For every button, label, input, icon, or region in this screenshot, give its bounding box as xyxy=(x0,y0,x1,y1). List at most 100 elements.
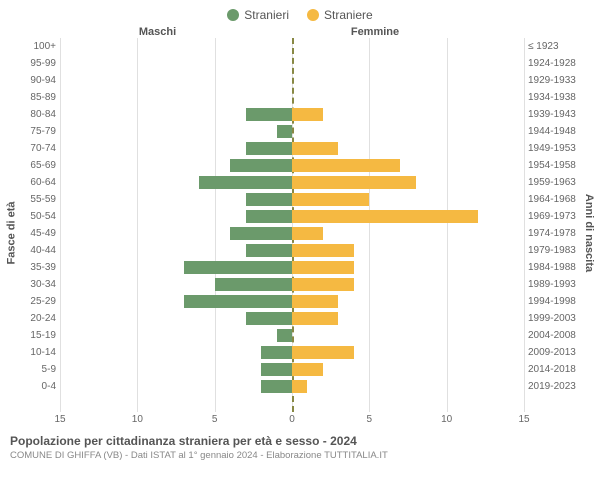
birth-year-tick: 1939-1943 xyxy=(524,109,582,120)
bar-male xyxy=(230,159,292,172)
bar-male xyxy=(277,329,292,342)
age-tick: 75-79 xyxy=(18,126,60,137)
x-tick: 15 xyxy=(54,414,65,425)
pyramid-row: 75-79 1944-1948 xyxy=(18,123,582,140)
pyramid-row: 10-14 2009-2013 xyxy=(18,344,582,361)
birth-year-tick: 2019-2023 xyxy=(524,381,582,392)
bar-female xyxy=(292,159,400,172)
pyramid-row: 35-39 1984-1988 xyxy=(18,259,582,276)
bar-female xyxy=(292,363,323,376)
x-tick: 10 xyxy=(441,414,452,425)
bar-female xyxy=(292,346,354,359)
bar-female xyxy=(292,176,416,189)
bar-pair xyxy=(60,329,524,342)
birth-year-tick: 1949-1953 xyxy=(524,143,582,154)
bar-female xyxy=(292,312,338,325)
birth-year-tick: 1969-1973 xyxy=(524,211,582,222)
header-male: Maschi xyxy=(0,26,260,38)
age-tick: 15-19 xyxy=(18,330,60,341)
bar-pair xyxy=(60,278,524,291)
legend: Stranieri Straniere xyxy=(0,0,600,26)
bar-pair xyxy=(60,261,524,274)
age-tick: 100+ xyxy=(18,41,60,52)
bar-male xyxy=(246,193,292,206)
bar-female xyxy=(292,244,354,257)
pyramid-row: 100+ ≤ 1923 xyxy=(18,38,582,55)
bar-pair xyxy=(60,142,524,155)
bar-pair xyxy=(60,176,524,189)
bar-male xyxy=(215,278,292,291)
legend-item-female: Straniere xyxy=(307,8,373,22)
pyramid-row: 45-49 1974-1978 xyxy=(18,225,582,242)
birth-year-tick: 1924-1928 xyxy=(524,58,582,69)
pyramid-row: 50-541969-1973 xyxy=(18,208,582,225)
pyramid-row: 60-64 1959-1963 xyxy=(18,174,582,191)
birth-year-tick: ≤ 1923 xyxy=(524,41,582,52)
bar-female xyxy=(292,261,354,274)
bar-male xyxy=(184,295,292,308)
x-tick: 5 xyxy=(367,414,373,425)
birth-year-tick: 1954-1958 xyxy=(524,160,582,171)
age-tick: 25-29 xyxy=(18,296,60,307)
birth-year-tick: 1994-1998 xyxy=(524,296,582,307)
pyramid-row: 20-241999-2003 xyxy=(18,310,582,327)
bar-pair xyxy=(60,57,524,70)
caption-title: Popolazione per cittadinanza straniera p… xyxy=(10,434,590,448)
pyramid-row: 70-741949-1953 xyxy=(18,140,582,157)
legend-item-male: Stranieri xyxy=(227,8,289,22)
bar-male xyxy=(230,227,292,240)
pyramid-row: 0-42019-2023 xyxy=(18,378,582,395)
bar-male xyxy=(261,346,292,359)
bar-male xyxy=(184,261,292,274)
bar-male xyxy=(261,380,292,393)
pyramid-row: 30-341989-1993 xyxy=(18,276,582,293)
bar-male xyxy=(277,125,292,138)
legend-swatch-male xyxy=(227,9,239,21)
bar-male xyxy=(246,108,292,121)
population-pyramid-chart: Stranieri Straniere Maschi Femmine Fasce… xyxy=(0,0,600,500)
bar-pair xyxy=(60,227,524,240)
age-tick: 35-39 xyxy=(18,262,60,273)
age-tick: 60-64 xyxy=(18,177,60,188)
age-tick: 10-14 xyxy=(18,347,60,358)
legend-label-female: Straniere xyxy=(324,8,373,22)
birth-year-tick: 1989-1993 xyxy=(524,279,582,290)
bar-pair xyxy=(60,363,524,376)
pyramid-row: 40-44 1979-1983 xyxy=(18,242,582,259)
bar-female xyxy=(292,278,354,291)
birth-year-tick: 1929-1933 xyxy=(524,75,582,86)
bar-pair xyxy=(60,380,524,393)
bar-pair xyxy=(60,210,524,223)
birth-year-tick: 1979-1983 xyxy=(524,245,582,256)
birth-year-tick: 1974-1978 xyxy=(524,228,582,239)
age-tick: 90-94 xyxy=(18,75,60,86)
age-tick: 85-89 xyxy=(18,92,60,103)
age-tick: 80-84 xyxy=(18,109,60,120)
pyramid-row: 80-84 1939-1943 xyxy=(18,106,582,123)
pyramid-row: 5-9 2014-2018 xyxy=(18,361,582,378)
birth-year-tick: 2009-2013 xyxy=(524,347,582,358)
age-tick: 40-44 xyxy=(18,245,60,256)
pyramid-row: 55-591964-1968 xyxy=(18,191,582,208)
bar-pair xyxy=(60,108,524,121)
bar-pair xyxy=(60,125,524,138)
bar-pair xyxy=(60,346,524,359)
bar-pair xyxy=(60,193,524,206)
bar-male xyxy=(246,142,292,155)
birth-year-tick: 1959-1963 xyxy=(524,177,582,188)
x-tick: 15 xyxy=(518,414,529,425)
age-tick: 45-49 xyxy=(18,228,60,239)
bar-male xyxy=(261,363,292,376)
birth-year-tick: 2014-2018 xyxy=(524,364,582,375)
pyramid-row: 95-991924-1928 xyxy=(18,55,582,72)
bar-male xyxy=(246,244,292,257)
y-axis-label-left: Fasce di età xyxy=(4,38,18,428)
bar-pair xyxy=(60,91,524,104)
x-axis: 15105051015 xyxy=(18,412,582,428)
y-axis-label-right: Anni di nascita xyxy=(582,38,596,428)
birth-year-tick: 1944-1948 xyxy=(524,126,582,137)
caption-subtitle: COMUNE DI GHIFFA (VB) - Dati ISTAT al 1°… xyxy=(10,450,590,461)
legend-swatch-female xyxy=(307,9,319,21)
birth-year-tick: 1984-1988 xyxy=(524,262,582,273)
age-tick: 5-9 xyxy=(18,364,60,375)
